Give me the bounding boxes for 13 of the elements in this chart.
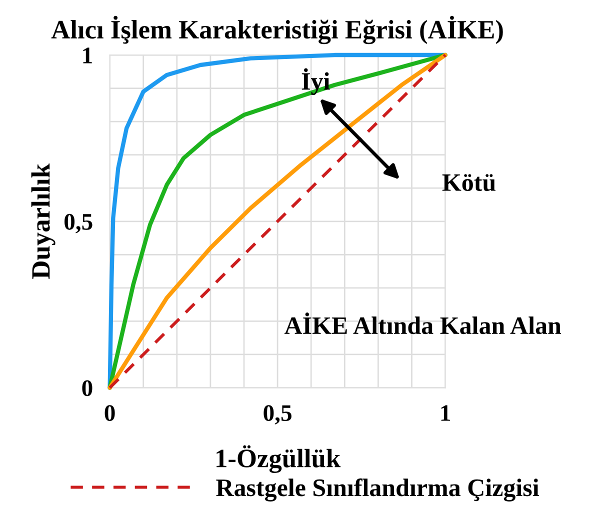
y-axis-title: Duyarlılık	[31, 164, 56, 279]
y-tick-label: 1	[83, 48, 92, 64]
x-tick-label: 0,5	[264, 405, 292, 424]
legend-label: Rastgele Sınıflandırma Çizgisi	[216, 478, 539, 502]
y-tick-label: 0	[82, 380, 92, 396]
annotation: AİKE Altında Kalan Alan	[284, 312, 562, 334]
chart-title: Alıcı İşlem Karakteristiği Eğrisi (AİKE)	[51, 16, 503, 44]
x-tick-label: 1	[441, 405, 450, 421]
annotation: İyi	[302, 68, 330, 96]
x-axis-title: 1-Özgüllük	[216, 445, 341, 473]
x-tick-label: 0	[104, 405, 115, 422]
y-tick-label: 0,5	[64, 214, 92, 234]
annotation: Kötü	[442, 174, 496, 192]
